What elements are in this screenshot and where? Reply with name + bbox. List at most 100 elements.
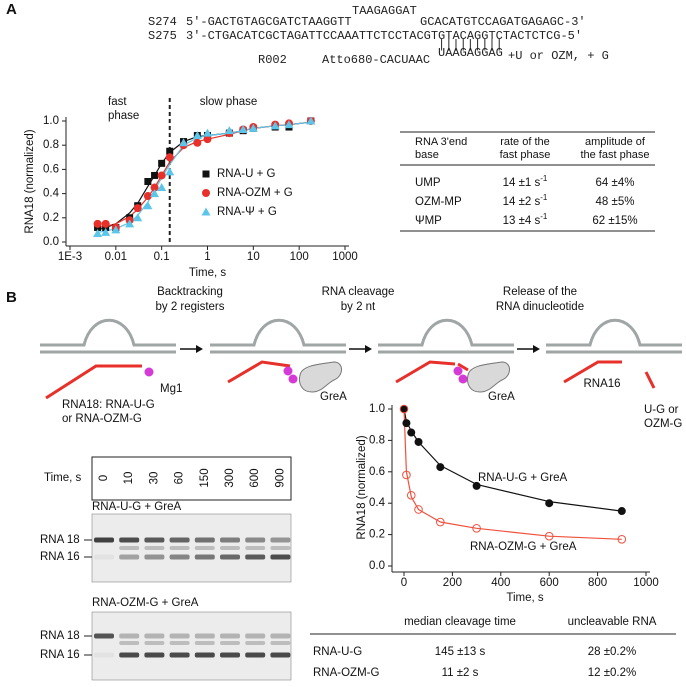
gel-band [245, 641, 266, 645]
gel-band [119, 546, 140, 550]
data-point [436, 517, 445, 527]
data-point [150, 189, 160, 198]
data-point [125, 219, 135, 228]
y-tick-label: 0.2 [43, 212, 59, 224]
gel-band [270, 633, 291, 639]
gel-band [270, 554, 291, 560]
y-tick-label: 0.8 [369, 434, 385, 446]
table-header: the fast phase [580, 149, 649, 161]
cell-superscript: -1 [540, 174, 548, 183]
y-axis-label: RNA18 (normalized) [24, 129, 36, 233]
cell-superscript: -1 [540, 193, 548, 202]
data-point [270, 121, 280, 130]
gel-title: RNA-OZM-G + GreA [92, 597, 199, 609]
data-point [407, 428, 416, 437]
gel-band [169, 641, 190, 645]
panel-label: B [6, 289, 17, 306]
gel-band [194, 554, 215, 560]
band-label: RNA 18 [40, 630, 80, 642]
rna-label: U-G or [644, 404, 679, 416]
y-tick-label: 0.4 [43, 188, 60, 200]
rna-label: or RNA-OZM-G [62, 413, 142, 425]
gel-band [270, 652, 291, 658]
table-cell: 11 ±2 s [442, 667, 479, 679]
x-tick-label: 1000 [633, 577, 659, 589]
data-point [402, 419, 411, 428]
gel-band [119, 652, 140, 658]
sequence: 5'-GACTGTAGCGATCTAAGGTT [186, 15, 352, 29]
grea-label: GreA [488, 391, 515, 403]
cell-text: 64 ±4% [596, 177, 635, 189]
legend-entry: RNA-OZM + G [202, 187, 293, 199]
cell-text: 62 ±15% [592, 215, 637, 227]
data-point [284, 120, 294, 129]
gel-band [119, 554, 140, 560]
gel-band [245, 652, 266, 658]
gel-band [245, 546, 266, 550]
gel-band [144, 546, 165, 550]
table-cell: 64 ±4% [596, 177, 635, 189]
gel-image [91, 513, 292, 583]
table-cell: OZM-MP [415, 196, 462, 208]
arrow-head [533, 345, 540, 353]
gel-band [194, 641, 215, 645]
legend-entry: RNA-Ψ + G [201, 206, 277, 218]
gel-band [119, 537, 140, 543]
table-cell: UMP [415, 177, 441, 189]
data-point [472, 481, 481, 490]
data-point [399, 404, 409, 414]
time-value: 150 [199, 468, 211, 487]
data-point [203, 135, 212, 144]
y-tick-label: 0.6 [43, 163, 59, 175]
x-tick-label: 100 [290, 251, 309, 263]
arrow-head [365, 345, 372, 353]
time-label: Time, s [44, 472, 82, 484]
legend-marker [202, 189, 210, 197]
table-header: fast phase [500, 149, 551, 161]
x-axis-label: Time, s [189, 267, 227, 279]
rna [45, 364, 142, 400]
base-pairs: ||||||||| [438, 38, 503, 52]
gel-band [270, 546, 291, 550]
gel-band [119, 641, 140, 645]
gel-band [94, 652, 114, 658]
dna-strand [378, 318, 514, 347]
step-label: RNA dinucleotide [496, 301, 584, 313]
cell-text: 14 ±2 s [503, 196, 541, 208]
data-point [151, 171, 159, 179]
gel-band [194, 546, 215, 550]
data-point [143, 192, 152, 201]
gel-band [245, 633, 266, 639]
data-point [436, 463, 445, 472]
data-point [414, 505, 423, 514]
step-label: by 2 registers [155, 301, 224, 313]
rna-label: OZM-G [644, 418, 682, 430]
x-tick-label: 800 [588, 577, 607, 589]
data-point [101, 227, 111, 236]
sequence: GCACATGTCCAGATGAGAGC-3' [420, 15, 586, 29]
table-header: rate of the [500, 136, 550, 148]
annotation: fast [108, 96, 127, 108]
gel-band [144, 633, 165, 639]
x-tick-label: 0.1 [154, 251, 170, 263]
table-cell: 145 ±13 s [435, 646, 486, 658]
table-cell: RNA-OZM-G [313, 667, 379, 679]
cell-text: OZM-MP [415, 196, 462, 208]
arrow-head [196, 345, 203, 353]
sequence: +U or OZM, + G [508, 49, 609, 63]
band-label: RNA 18 [40, 534, 80, 546]
legend-entry: RNA-U + G [202, 168, 276, 180]
y-tick-label: 0.0 [369, 560, 385, 572]
data-point [193, 138, 202, 147]
sequence: 3'-CTGACATCGCTAGATTCCAAATTCTCCTACGTGTACA… [186, 29, 582, 43]
fit-line [403, 408, 622, 540]
x-tick-label: 0 [401, 577, 407, 589]
gel-band [245, 554, 266, 560]
data-point [93, 229, 103, 238]
rna [644, 371, 656, 389]
y-axis-label: RNA18 (normalized) [356, 435, 368, 539]
table-cell: RNA-U-G [313, 646, 362, 658]
gel-band [144, 641, 165, 645]
x-tick-label: 1000 [332, 251, 358, 263]
